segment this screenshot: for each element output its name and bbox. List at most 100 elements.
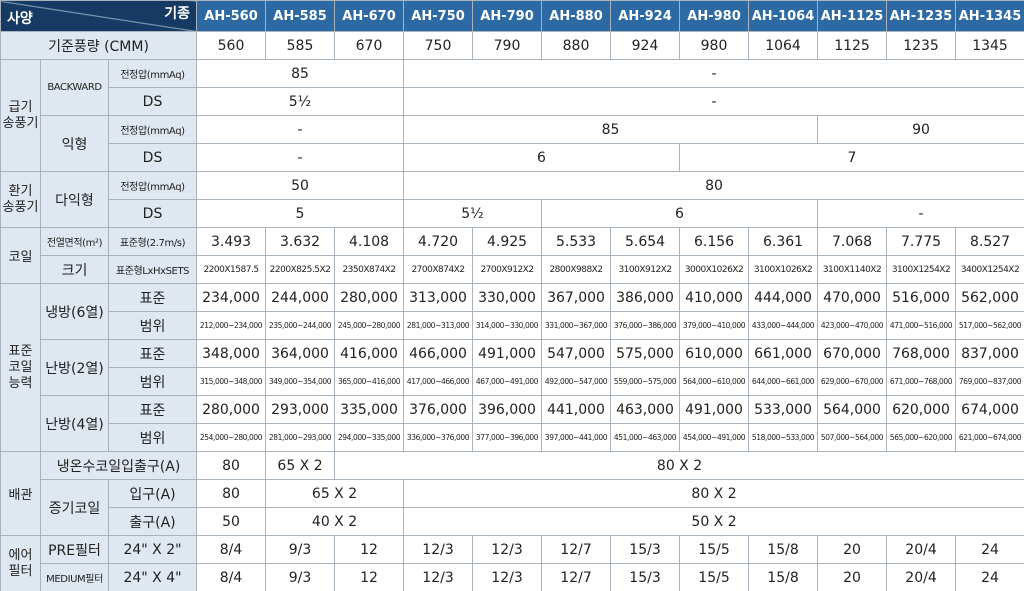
value-cell: 254,000~280,000 — [196, 423, 267, 452]
value-cell: 20 — [817, 563, 888, 591]
value-cell: 20 — [817, 535, 888, 564]
value-cell: 212,000~234,000 — [196, 311, 267, 340]
value-cell: 294,000~335,000 — [334, 423, 405, 452]
value-cell: 15/3 — [610, 563, 681, 591]
value-cell: 50 X 2 — [403, 507, 1024, 536]
value-cell: 12 — [334, 563, 405, 591]
value-cell: 463,000 — [610, 395, 681, 424]
value-cell: 547,000 — [541, 339, 612, 368]
row: 크기 표준형LxHxSETS 2200X1587.5 2200X825.5X2 235… — [1, 255, 1024, 284]
value-cell: 670 — [334, 31, 405, 60]
label: 표준 — [107, 339, 198, 368]
value-cell: 2200X825.5X2 — [265, 255, 336, 284]
value-cell: 386,000 — [610, 283, 681, 312]
value-cell: 562,000 — [955, 283, 1024, 312]
value-cell: 65 X 2 — [265, 451, 336, 480]
value-cell: 396,000 — [472, 395, 543, 424]
value-cell: 492,000~547,000 — [541, 367, 612, 396]
label: 범위 — [107, 367, 198, 396]
value-cell: 454,000~491,000 — [679, 423, 750, 452]
value-cell: 670,000 — [817, 339, 888, 368]
value-cell: 644,000~661,000 — [748, 367, 819, 396]
value-cell: 880 — [541, 31, 612, 60]
value-cell: 444,000 — [748, 283, 819, 312]
model-header: AH-670 — [334, 0, 405, 32]
value-cell: 90 — [817, 115, 1024, 144]
label: PRE필터 — [40, 535, 109, 564]
value-cell: 3.493 — [196, 227, 267, 256]
value-cell: 491,000 — [472, 339, 543, 368]
label: 전정압(mmAq) — [107, 171, 198, 200]
model-header: AH-1235 — [886, 0, 957, 32]
model-label: 기종 — [164, 6, 191, 22]
row: 환기 송풍기 다익형 전정압(mmAq) 50 80 — [0, 171, 1024, 228]
value-cell: 790 — [472, 31, 543, 60]
label: 입구(A) — [107, 479, 198, 508]
value-cell: 6.156 — [679, 227, 750, 256]
value-cell: 467,000~491,000 — [472, 367, 543, 396]
value-cell: 8/4 — [196, 563, 267, 591]
value-cell: 377,000~396,000 — [472, 423, 543, 452]
value-cell: 15/3 — [610, 535, 681, 564]
value-cell: 3100X1140X2 — [817, 255, 888, 284]
value-cell: 6 — [403, 143, 681, 172]
value-cell: 441,000 — [541, 395, 612, 424]
row: 증기코일 입구(A) 80 65 X 2 80 X 2 — [1, 479, 1024, 536]
row: 출구(A) 50 40 X 2 50 X 2 — [1, 507, 1024, 536]
label: 24" X 2" — [107, 535, 198, 564]
row: 기준풍량 (CMM) 560 585 670 750 790 880 924 980 1064 11… — [0, 31, 1024, 60]
value-cell: 9/3 — [265, 535, 336, 564]
value-cell: 1064 — [748, 31, 819, 60]
label: 표준 — [107, 283, 198, 312]
label: 표준형(2.7m/s) — [107, 227, 198, 256]
value-cell: 410,000 — [679, 283, 750, 312]
label: 출구(A) — [107, 507, 198, 536]
row: 익형 전정압(mmAq) -85 90 — [1, 115, 1024, 172]
row: 범위 315,000~348,000 349,000~354,000 365,000~… — [1, 367, 1024, 396]
value-cell: 3400X1254X2 — [955, 255, 1024, 284]
value-cell: 2700X912X2 — [472, 255, 543, 284]
value-cell: 5½ — [403, 199, 543, 228]
value-cell: 4.925 — [472, 227, 543, 256]
value-cell: 280,000 — [196, 395, 267, 424]
value-cell: 610,000 — [679, 339, 750, 368]
label: DS — [107, 143, 198, 172]
value-cell: 12/3 — [472, 535, 543, 564]
label: 코일 — [0, 227, 41, 284]
value-cell: 518,000~533,000 — [748, 423, 819, 452]
row: 코일 전열면적(m²) 표준형(2.7m/s) 3.493 3.632 4.108 4.… — [0, 227, 1024, 284]
value-cell: 376,000 — [403, 395, 474, 424]
value-cell: 8.527 — [955, 227, 1024, 256]
value-cell: 20/4 — [886, 535, 957, 564]
value-cell: 12/3 — [403, 535, 474, 564]
model-header: AH-980 — [679, 0, 750, 32]
value-cell: 575,000 — [610, 339, 681, 368]
value-cell: 4.108 — [334, 227, 405, 256]
label: 기준풍량 (CMM) — [0, 31, 198, 60]
label: 냉온수코일입출구(A) — [39, 451, 198, 480]
row: 에어 필터 PRE필터 24" X 2" 8/4 9/3 12 12/3 12/3 12/7… — [0, 535, 1024, 591]
label: 표준 — [107, 395, 198, 424]
value-cell: 837,000 — [955, 339, 1024, 368]
value-cell: 417,000~466,000 — [403, 367, 474, 396]
value-cell: 471,000~516,000 — [886, 311, 957, 340]
value-cell: 2700X874X2 — [403, 255, 474, 284]
label: 범위 — [107, 311, 198, 340]
value-cell: 661,000 — [748, 339, 819, 368]
value-cell: 3000X1026X2 — [679, 255, 750, 284]
value-cell: 671,000~768,000 — [886, 367, 957, 396]
value-cell: 379,000~410,000 — [679, 311, 750, 340]
value-cell: 12 — [334, 535, 405, 564]
value-cell: 12/3 — [472, 563, 543, 591]
label: 표준 코일 능력 — [0, 283, 41, 452]
model-header: AH-750 — [403, 0, 474, 32]
corner-cell: 사양 기종 — [0, 0, 198, 32]
value-cell: 397,000~441,000 — [541, 423, 612, 452]
value-cell: 80 — [196, 479, 267, 508]
value-cell: 7 — [679, 143, 1024, 172]
label: 크기 — [40, 255, 109, 284]
label: 에어 필터 — [0, 535, 41, 591]
value-cell: 281,000~313,000 — [403, 311, 474, 340]
